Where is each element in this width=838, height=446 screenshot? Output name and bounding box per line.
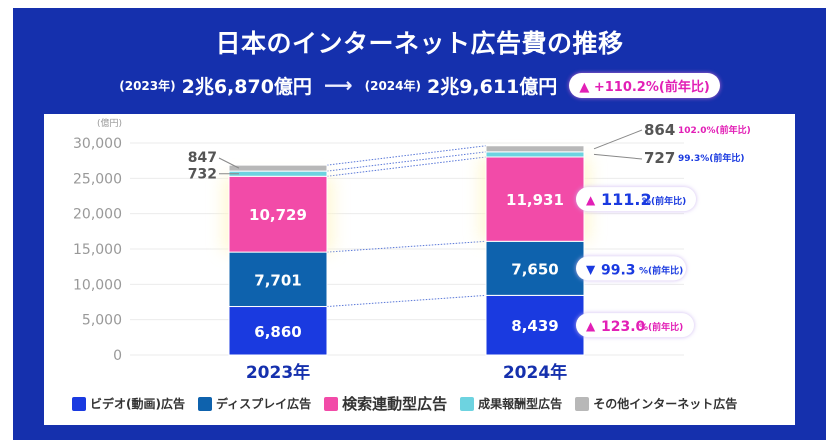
triangle-down-icon: ▼: [586, 262, 596, 276]
callout-label-affiliate-2023: 732: [188, 167, 217, 183]
to-amount: 2兆9,611億円: [426, 75, 558, 98]
y-tick-label: 5,000: [82, 313, 122, 329]
y-tick-label: 10,000: [73, 277, 122, 293]
connector-line: [326, 294, 487, 308]
bar-value-label-video: 8,439: [511, 317, 558, 335]
callout-line: [593, 129, 643, 150]
bar-value-label-display: 7,650: [511, 260, 558, 278]
connector-line: [326, 145, 487, 166]
bar-segment-video: [228, 306, 328, 356]
legend-label: ビデオ(動画)広告: [90, 397, 185, 411]
yoy-pill-suffix: %(前年比): [639, 264, 683, 276]
y-tick-label: 15,000: [73, 242, 122, 258]
connector-line: [326, 156, 487, 177]
triangle-up-icon: ▲: [586, 319, 596, 333]
y-tick-label: 30,000: [73, 136, 122, 152]
callout-label-other-2023: 847: [188, 150, 217, 166]
callout-label-other-2024: 864: [644, 121, 675, 139]
chart-legend: ビデオ(動画)広告 ディスプレイ広告 検索連動型広告 成果報酬型広告 その他インターネッ…: [72, 393, 737, 414]
bar-value-label-display: 7,701: [254, 271, 301, 289]
connector-line: [326, 240, 487, 253]
bar-segment-other: [485, 145, 585, 153]
bar-segment-display: [485, 240, 585, 296]
chart-title: 日本のインターネット広告費の推移: [215, 29, 624, 58]
legend-swatch: [324, 396, 339, 411]
yoy-label-affiliate: 99.3%(前年比): [678, 152, 744, 164]
yoy-pill-background: [576, 313, 694, 338]
legend-label: 検索連動型広告: [342, 395, 448, 413]
yoy-pill-background: [576, 256, 686, 281]
triangle-up-icon: ▲: [586, 193, 596, 207]
x-category-label: 2024年: [503, 362, 567, 383]
bar-value-label-search: 11,931: [506, 191, 564, 209]
to-year: (2024年): [364, 78, 421, 93]
legend-swatch: [197, 396, 212, 411]
bar-segment-other: [228, 164, 328, 172]
x-category-label: 2023年: [246, 362, 310, 383]
legend-label: 成果報酬型広告: [478, 397, 563, 411]
yoy-pill-suffix: %(前年比): [642, 195, 686, 207]
yoy-pill-display: ▼ 99.3 %(前年比): [576, 256, 686, 281]
connector-line: [326, 151, 487, 172]
legend-swatch: [460, 396, 475, 411]
bar-segment-search: [485, 156, 585, 242]
legend-item-video: ビデオ(動画)広告: [72, 395, 185, 412]
callout-label-affiliate-2024: 727: [644, 149, 675, 167]
bar-value-label-video: 6,860: [254, 323, 301, 341]
legend-item-search: 検索連動型広告: [324, 393, 447, 414]
legend-label: その他インターネット広告: [593, 397, 738, 411]
yoy-pill-value: 111.2: [601, 190, 652, 209]
legend-label: ディスプレイ広告: [215, 397, 312, 411]
legend-item-display: ディスプレイ広告: [197, 395, 312, 412]
callout-line: [593, 153, 643, 160]
legend-item-affiliate: 成果報酬型広告: [460, 395, 562, 412]
stacked-bar-chart: (億円) 0 5,000 10,000 15,000 20,000 25,000 30,000…: [73, 117, 751, 383]
callout-line: [218, 157, 240, 169]
bar-value-label-search: 10,729: [249, 206, 307, 224]
yoy-pill-video: ▲ 123.0%(前年比): [576, 313, 694, 338]
yoy-pill-search: ▲ 111.2%(前年比): [576, 187, 696, 212]
y-axis-unit-label: (億円): [97, 117, 122, 129]
legend-item-other: その他インターネット広告: [575, 395, 737, 412]
chart-panel: (億円) 0 5,000 10,000 15,000 20,000 25,000 30,000…: [44, 114, 795, 425]
yoy-pill-value: 99.3: [601, 262, 636, 278]
growth-badge: ▲ +110.2%(前年比): [569, 72, 720, 98]
bar-segment-display: [228, 251, 328, 308]
yoy-label-other: 102.0%(前年比): [678, 124, 751, 136]
yoy-pill-background: [576, 187, 696, 212]
bar-segment-affiliate: [485, 151, 585, 158]
bar-segment-video: [485, 294, 585, 356]
y-tick-label: 25,000: [73, 171, 122, 187]
y-tick-label: 0: [113, 348, 122, 364]
legend-swatch: [72, 396, 86, 411]
total-summary: (2023年) 2兆6,870億円 ⟶ (2024年) 2兆9,611億円 ▲ …: [13, 70, 826, 100]
arrow-right-icon: ⟶: [323, 73, 353, 97]
y-tick-label: 20,000: [73, 207, 122, 223]
yoy-pill-suffix: %(前年比): [639, 321, 683, 333]
legend-swatch: [575, 396, 590, 411]
from-year: (2023年): [119, 78, 176, 93]
yoy-pill-value: 123.0: [601, 319, 646, 335]
from-amount: 2兆6,870億円: [181, 75, 312, 98]
bar-segment-affiliate: [228, 170, 328, 177]
